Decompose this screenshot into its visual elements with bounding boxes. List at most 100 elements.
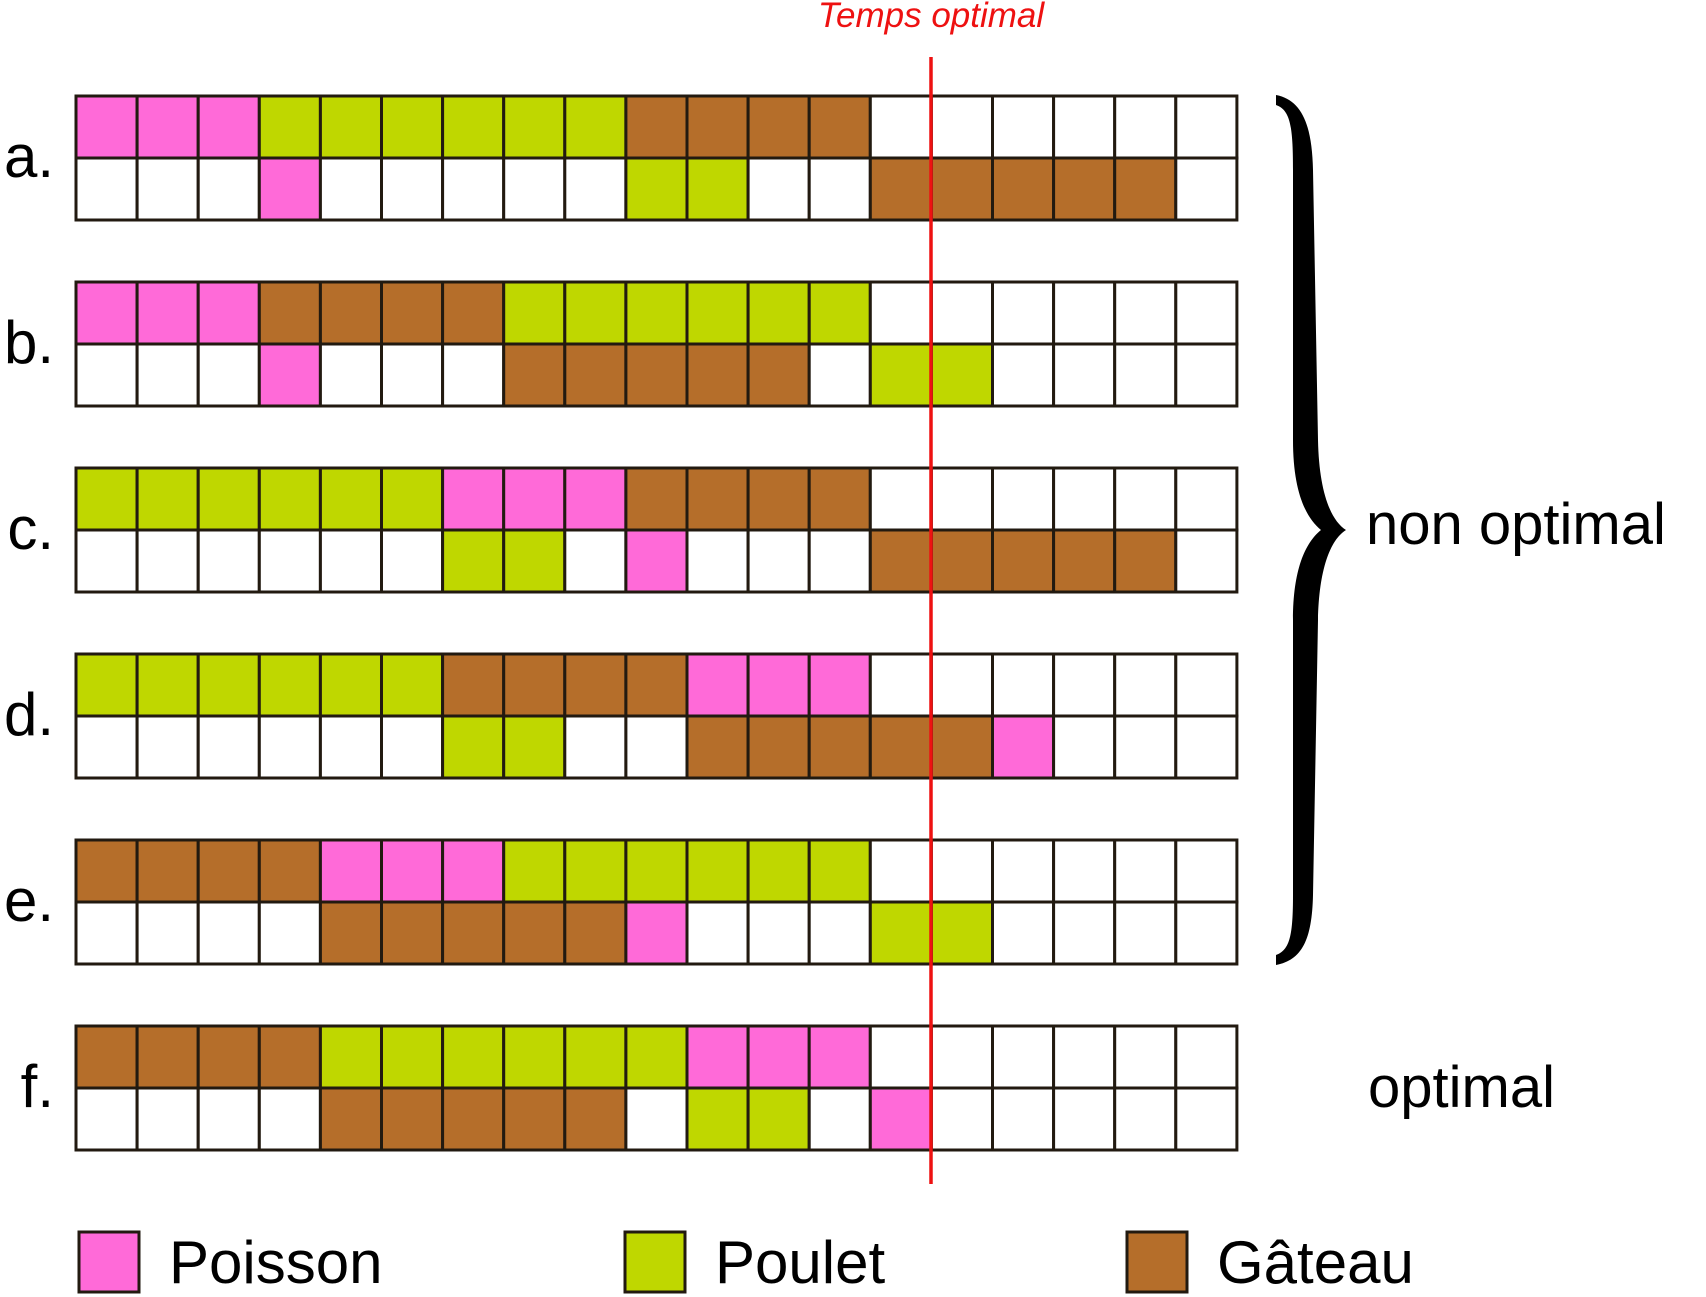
schedule-cell: [441, 156, 506, 222]
schedule-cell: [685, 342, 750, 408]
schedule-cell: [1113, 838, 1178, 904]
schedule-cell: [807, 652, 872, 718]
schedule-cell: [74, 1086, 139, 1152]
schedule-cell: [502, 838, 567, 904]
schedule-row: [74, 652, 1239, 780]
schedule-cell: [563, 342, 628, 408]
schedule-cell: [135, 466, 200, 532]
schedule-cell: [991, 280, 1056, 346]
schedule-cell: [1052, 900, 1117, 966]
legend-swatch: [77, 1230, 141, 1294]
schedule-cell: [563, 466, 628, 532]
schedule-cell: [868, 94, 933, 160]
schedule-cell: [318, 900, 383, 966]
schedule-cell: [991, 838, 1056, 904]
schedule-cell: [868, 528, 933, 594]
schedule-cell: [1113, 342, 1178, 408]
schedule-cell: [74, 94, 139, 160]
schedule-cell: [1174, 466, 1239, 532]
schedule-cell: [441, 342, 506, 408]
schedule-cell: [991, 1024, 1056, 1090]
schedule-cell: [807, 1024, 872, 1090]
schedule-cell: [502, 156, 567, 222]
schedule-cell: [807, 94, 872, 160]
schedule-cell: [624, 280, 689, 346]
schedule-cell: [1174, 280, 1239, 346]
schedule-cell: [135, 94, 200, 160]
schedule-cell: [257, 528, 322, 594]
schedule-cell: [746, 156, 811, 222]
schedule-cell: [380, 342, 445, 408]
schedule-cell: [441, 528, 506, 594]
schedule-row: [74, 466, 1239, 594]
schedule-cell: [1052, 466, 1117, 532]
schedule-cell: [1052, 156, 1117, 222]
schedule-cell: [685, 652, 750, 718]
row-labels: a. b. c. d. e. f.: [4, 123, 54, 1120]
schedule-cell: [929, 280, 995, 346]
legend-label: Poulet: [715, 1229, 885, 1296]
schedule-cell: [991, 652, 1056, 718]
schedule-cell: [135, 1086, 200, 1152]
schedule-cell: [1174, 528, 1239, 594]
schedule-cell: [380, 280, 445, 346]
schedule-cell: [196, 900, 261, 966]
schedule-cell: [1113, 94, 1178, 160]
schedule-cell: [991, 466, 1056, 532]
schedule-cell: [1113, 652, 1178, 718]
schedule-cell: [135, 652, 200, 718]
schedule-cell: [563, 900, 628, 966]
schedule-cell: [868, 156, 933, 222]
schedule-cell: [624, 156, 689, 222]
schedule-cell: [1113, 280, 1178, 346]
schedule-cell: [318, 528, 383, 594]
schedule-cell: [563, 94, 628, 160]
schedule-cell: [1052, 1086, 1117, 1152]
schedule-cell: [135, 714, 200, 780]
schedule-cell: [1052, 528, 1117, 594]
schedule-cell: [1113, 156, 1178, 222]
schedule-cell: [807, 838, 872, 904]
schedule-cell: [1052, 280, 1117, 346]
schedule-cell: [257, 342, 322, 408]
schedule-cell: [380, 652, 445, 718]
schedule-cell: [929, 838, 995, 904]
schedule-cell: [1113, 1086, 1178, 1152]
schedule-cell: [868, 280, 933, 346]
schedule-cell: [196, 156, 261, 222]
schedule-cell: [74, 466, 139, 532]
schedule-cell: [807, 900, 872, 966]
schedule-cell: [563, 1086, 628, 1152]
schedule-cell: [196, 280, 261, 346]
schedule-cell: [563, 156, 628, 222]
schedule-cell: [746, 838, 811, 904]
schedule-cell: [74, 714, 139, 780]
schedule-cell: [502, 528, 567, 594]
schedule-cell: [1174, 94, 1239, 160]
schedule-cell: [1113, 1024, 1178, 1090]
schedule-cell: [563, 280, 628, 346]
schedule-cell: [257, 900, 322, 966]
schedule-cell: [1052, 342, 1117, 408]
schedule-cell: [441, 900, 506, 966]
schedule-cell: [624, 652, 689, 718]
schedule-cell: [685, 838, 750, 904]
schedule-cell: [685, 1024, 750, 1090]
schedule-cell: [441, 466, 506, 532]
schedule-cell: [991, 156, 1056, 222]
schedule-cell: [991, 342, 1056, 408]
row-label: e.: [4, 867, 54, 934]
row-label: c.: [7, 495, 54, 562]
schedule-cell: [257, 1086, 322, 1152]
schedule-cell: [318, 1024, 383, 1090]
schedule-cell: [929, 528, 995, 594]
schedule-cell: [380, 714, 445, 780]
schedule-cell: [746, 714, 811, 780]
schedule-cell: [624, 1024, 689, 1090]
schedule-cell: [563, 652, 628, 718]
schedule-cell: [380, 838, 445, 904]
schedule-cell: [563, 528, 628, 594]
schedule-cell: [868, 900, 933, 966]
schedule-cell: [1174, 342, 1239, 408]
